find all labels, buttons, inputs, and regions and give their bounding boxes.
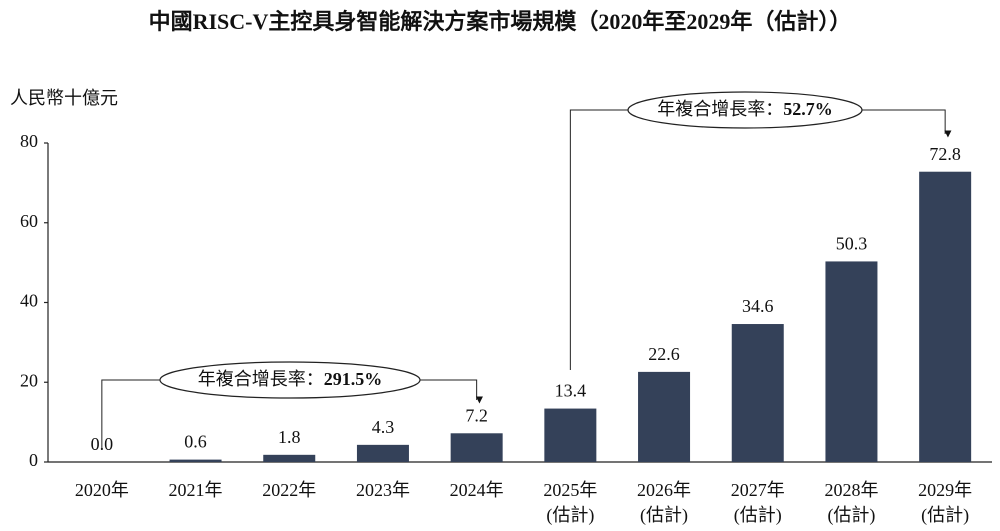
y-axis-label: 人民幣十億元 [10,88,118,108]
callout-text: 年複合增長率：291.5% [198,369,383,389]
bar [169,459,222,462]
value-label: 7.2 [465,405,488,425]
bar [450,433,503,462]
value-label: 72.8 [929,144,961,164]
x-tick-label: 2022年 [262,480,316,500]
callout-label: 年複合增長率： [657,99,783,119]
callout-label: 年複合增長率： [198,369,324,389]
callout-text: 年複合增長率：52.7% [657,99,833,119]
value-label: 0.6 [184,432,207,452]
x-tick-label: 2026年(估計) [637,480,691,526]
x-tick-label: 2028年(估計) [824,480,878,526]
x-tick-label: 2027年(估計) [731,480,785,526]
value-label: 13.4 [555,381,587,401]
y-tick-label: 60 [20,211,38,231]
bar [544,408,597,462]
value-label: 50.3 [836,234,868,254]
x-tick-label: 2021年 [169,480,223,500]
y-tick-label: 80 [20,131,38,151]
bar [919,171,972,462]
bar [825,261,878,462]
value-label: 4.3 [372,417,395,437]
x-tick-label: 2023年 [356,480,410,500]
y-tick-label: 0 [29,450,38,470]
x-tick-label: 2024年 [450,480,504,500]
bar [731,324,784,462]
y-tick-label: 20 [20,370,38,390]
chart-title: 中國RISC-V主控具身智能解決方案市場規模（2020年至2029年（估計）） [149,9,852,34]
x-tick-label: 2020年 [75,480,129,500]
bar [263,454,316,462]
bar [356,444,409,462]
y-tick-label: 40 [20,291,38,311]
callout-ellipse [159,361,421,399]
x-tick-label: 2025年(估計) [543,480,597,526]
value-label: 22.6 [648,344,680,364]
value-label: 34.6 [742,296,774,316]
callout-value: 52.7% [783,99,833,119]
bar [638,371,691,462]
x-tick-label: 2029年(估計) [918,480,972,526]
callout-value: 291.5% [324,369,383,389]
callout-ellipse [627,91,863,129]
value-label: 1.8 [278,427,301,447]
